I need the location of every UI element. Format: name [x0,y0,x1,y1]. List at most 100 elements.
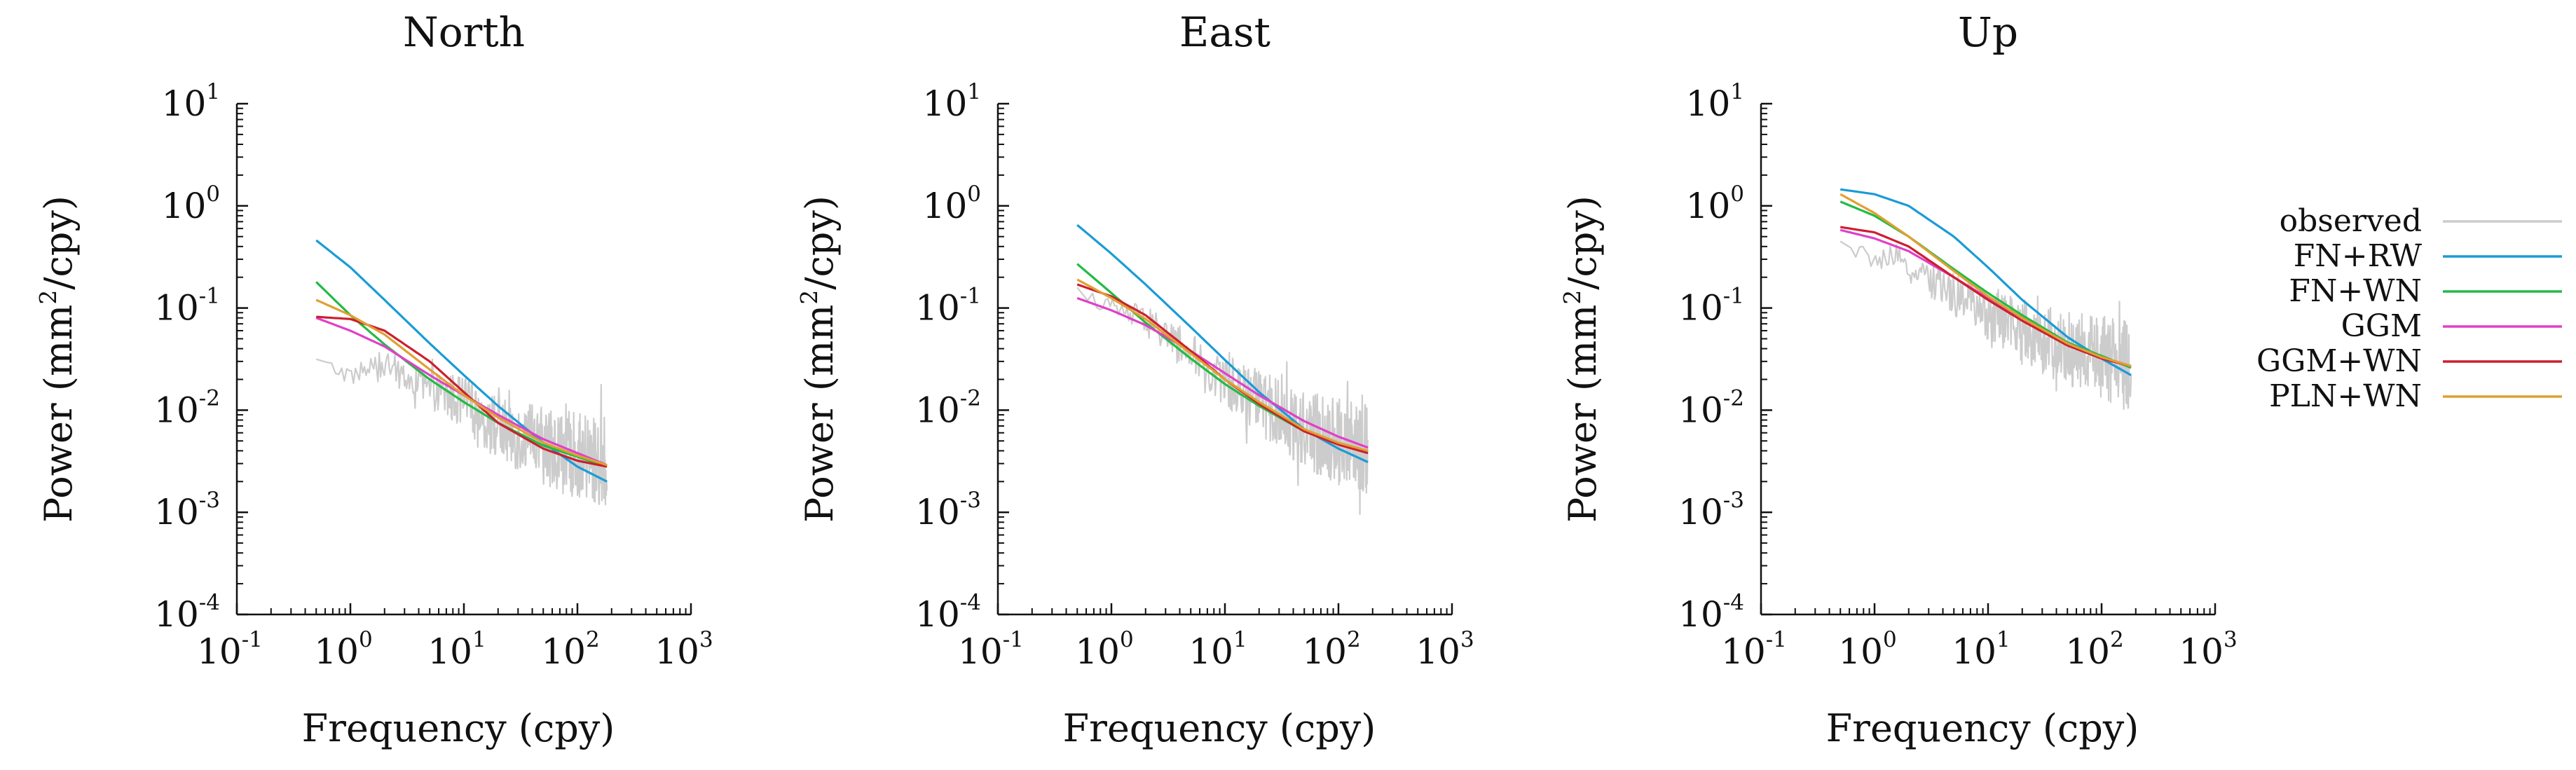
y-tick-exponent: -2 [1723,385,1744,411]
y-tick-exponent: 0 [967,181,981,207]
series-fn-rw [1839,188,2132,376]
x-tick-base: 10 [1721,631,1766,672]
x-tick-base: 10 [1302,631,1347,672]
legend-label: observed [2280,203,2422,239]
y-tick-label: 101 [1686,79,1744,124]
y-tick-base: 10 [923,83,968,124]
x-tick-base: 10 [2179,631,2224,672]
y-tick-label: 10-4 [154,590,220,635]
x-tick-exponent: 2 [1347,627,1361,652]
x-tick-exponent: 0 [1120,627,1134,652]
y-tick-exponent: -1 [199,284,220,309]
series-ggm-wn [1839,226,2132,368]
y-tick-label: 10-3 [154,488,220,532]
y-tick-label: 10-4 [1678,590,1744,635]
y-axis-label-sup: 2 [1558,290,1586,305]
y-tick-label: 101 [162,79,220,124]
x-tick-label: 102 [1302,627,1360,672]
y-tick-base: 10 [154,492,199,532]
y-axis-label-prefix: Power (mm [797,305,842,523]
x-tick-label: 10-1 [958,627,1024,672]
y-tick-label: 10-2 [915,385,981,430]
x-tick-label: 101 [427,627,486,672]
series-observed [315,352,608,506]
x-tick-base: 10 [427,631,472,672]
y-tick-label: 10-1 [915,284,981,329]
y-tick-base: 10 [915,492,960,532]
y-tick-exponent: 0 [1730,181,1744,207]
y-tick-exponent: 1 [206,79,220,104]
x-tick-exponent: -1 [242,627,263,652]
y-tick-exponent: -2 [960,385,981,411]
y-axis-label-suffix: /cpy) [797,195,842,290]
x-tick-base: 10 [1188,631,1233,672]
x-tick-exponent: 0 [1883,627,1897,652]
y-tick-base: 10 [1678,288,1723,329]
y-tick-label: 10-2 [1678,385,1744,430]
y-axis-label-prefix: Power (mm [36,305,81,523]
x-tick-exponent: 3 [699,627,713,652]
panel-title: North [403,8,525,56]
y-tick-base: 10 [1686,83,1731,124]
y-tick-label: 100 [923,181,981,226]
y-tick-base: 10 [923,186,968,226]
x-axis-label: Frequency (cpy) [1063,706,1376,750]
legend-entry: FN+RW [2294,238,2562,274]
legend-label: PLN+WN [2269,378,2422,414]
legend-entry: FN+WN [2289,273,2562,309]
series-observed [1076,287,1369,515]
y-axis-label-prefix: Power (mm [1561,305,1605,523]
y-tick-exponent: -3 [199,488,220,513]
x-tick-base: 10 [655,631,699,672]
x-tick-exponent: 1 [472,627,486,652]
x-tick-label: 102 [2065,627,2123,672]
x-tick-base: 10 [197,631,242,672]
x-tick-exponent: 2 [586,627,600,652]
y-axis-label-sup: 2 [795,290,823,305]
x-tick-base: 10 [1838,631,1883,672]
x-tick-label: 100 [1075,627,1133,672]
x-tick-label: 100 [314,627,372,672]
series-pln-wn [315,298,608,467]
y-tick-exponent: 0 [206,181,220,207]
y-tick-label: 100 [162,181,220,226]
x-tick-label: 102 [541,627,599,672]
x-tick-label: 103 [1416,627,1474,672]
y-tick-label: 10-1 [1678,284,1744,329]
y-tick-label: 10-1 [154,284,220,329]
series-fn-wn [1839,200,2132,369]
x-tick-label: 103 [655,627,713,672]
x-tick-base: 10 [314,631,359,672]
y-tick-exponent: -1 [1723,284,1744,309]
x-tick-label: 101 [1952,627,2010,672]
y-tick-exponent: -4 [1723,590,1744,615]
y-tick-exponent: -3 [1723,488,1744,513]
x-tick-exponent: 3 [2224,627,2238,652]
x-tick-base: 10 [1075,631,1120,672]
y-axis-label: Power (mm2/cpy) [1558,195,1605,523]
y-tick-exponent: -3 [960,488,981,513]
y-tick-label: 10-2 [154,385,220,430]
legend-label: GGM+WN [2256,343,2422,379]
y-tick-base: 10 [1686,186,1731,226]
y-axis-label: Power (mm2/cpy) [34,195,81,523]
y-tick-base: 10 [162,83,207,124]
y-tick-label: 101 [923,79,981,124]
x-tick-exponent: -1 [1003,627,1024,652]
legend-entry: GGM+WN [2256,343,2562,379]
x-tick-label: 10-1 [197,627,263,672]
legend-label: FN+WN [2289,273,2422,309]
y-tick-exponent: -4 [960,590,981,615]
x-axis-label: Frequency (cpy) [1826,706,2139,750]
y-tick-exponent: -1 [960,284,981,309]
x-tick-base: 10 [1416,631,1460,672]
y-tick-base: 10 [154,288,199,329]
y-axis-label: Power (mm2/cpy) [795,195,842,523]
x-tick-base: 10 [541,631,586,672]
x-tick-base: 10 [1952,631,1996,672]
y-tick-exponent: 1 [1730,79,1744,104]
x-tick-label: 101 [1188,627,1247,672]
y-tick-label: 10-3 [1678,488,1744,532]
